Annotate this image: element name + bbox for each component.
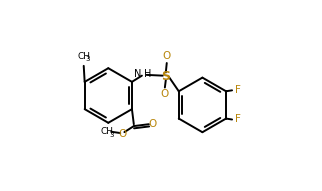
Text: CH: CH	[77, 52, 90, 61]
Text: O: O	[161, 89, 169, 99]
Text: H: H	[144, 69, 152, 79]
Text: S: S	[161, 70, 170, 83]
Text: O: O	[163, 51, 171, 62]
Text: 3: 3	[109, 132, 113, 138]
Text: O: O	[148, 119, 156, 129]
Text: F: F	[235, 114, 241, 125]
Text: CH: CH	[100, 127, 114, 136]
Text: F: F	[235, 85, 241, 95]
Text: O: O	[118, 129, 127, 139]
Text: 3: 3	[86, 56, 90, 62]
Text: N: N	[134, 69, 141, 79]
